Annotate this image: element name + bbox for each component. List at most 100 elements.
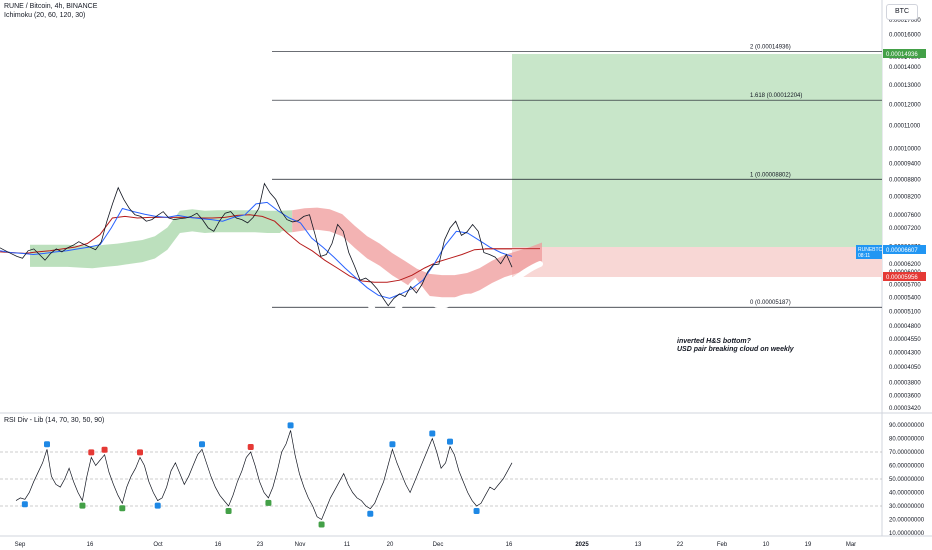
price-tick-label: 0.00008200 — [889, 194, 921, 200]
annotation-line-2: USD pair breaking cloud on weekly — [677, 346, 794, 353]
price-tick-label: 0.00004800 — [889, 324, 921, 330]
stop-price-value: 0.00005956 — [886, 275, 918, 281]
time-tick-label: 2025 — [575, 542, 589, 548]
time-tick-label: 16 — [215, 542, 222, 548]
time-tick-label: 20 — [387, 542, 394, 548]
rsi-divergence-marker[interactable] — [225, 508, 232, 514]
price-tick-label: 0.00003800 — [889, 381, 921, 387]
target-price-tag — [883, 49, 926, 58]
price-series — [0, 182, 540, 307]
rsi-divergence-marker[interactable] — [79, 502, 86, 509]
price-tick-label: 0.00013000 — [889, 83, 921, 89]
cloud-segment — [292, 207, 542, 298]
kijun-line — [0, 214, 512, 283]
rsi-divergence-marker[interactable] — [287, 422, 294, 429]
rsi-legend[interactable]: RSI Div - Lib (14, 70, 30, 50, 90) — [4, 417, 105, 424]
ticker-tag-time: 08:11 — [858, 253, 870, 259]
time-tick-label: 19 — [805, 542, 812, 548]
ichimoku-legend[interactable]: Ichimoku (20, 60, 120, 30) — [4, 12, 86, 19]
rsi-divergence-marker[interactable] — [137, 449, 143, 456]
rsi-tick-label: 30.00000000 — [889, 504, 925, 510]
price-tick-label: 0.00008800 — [889, 177, 921, 183]
time-tick-label: Dec — [433, 542, 444, 548]
hs-pattern-stroke[interactable] — [280, 231, 543, 324]
price-tick-label: 0.00006200 — [889, 262, 921, 268]
rsi-pane[interactable] — [0, 414, 882, 536]
price-tick-label: 0.00014000 — [889, 65, 921, 71]
rsi-tick-label: 50.00000000 — [889, 477, 925, 483]
price-tick-label: 0.00004300 — [889, 351, 921, 357]
price-tick-label: 0.00003420 — [889, 406, 921, 412]
ichimoku-cloud — [30, 207, 542, 298]
last-price-value: 0.00006607 — [886, 248, 918, 254]
time-tick-label: 16 — [87, 542, 94, 548]
currency-button[interactable]: BTC — [886, 4, 918, 20]
time-tick-label: 22 — [677, 542, 684, 548]
cloud-segment — [30, 209, 293, 269]
price-tick-label: 0.00007200 — [889, 226, 921, 232]
time-tick-label: 23 — [257, 542, 264, 548]
rsi-divergence-marker[interactable] — [473, 508, 480, 514]
rsi-tick-label: 20.00000000 — [889, 518, 925, 524]
rsi-divergence-marker[interactable] — [367, 510, 374, 517]
price-tick-label: 0.00012000 — [889, 102, 921, 108]
fib-level-label: 1 (0.00008802) — [750, 172, 791, 178]
price-tick-label: 0.00003600 — [889, 394, 921, 400]
rsi-divergence-marker[interactable] — [88, 449, 95, 456]
rsi-divergence-marker[interactable] — [389, 441, 396, 448]
rsi-divergence-marker[interactable] — [318, 521, 325, 528]
rsi-tick-label: 90.00000000 — [889, 423, 925, 429]
price-tick-label: 0.00011000 — [889, 123, 921, 129]
rsi-divergence-marker[interactable] — [447, 438, 453, 445]
time-tick-label: 13 — [635, 542, 642, 548]
time-tick-label: 11 — [344, 542, 351, 548]
price-tick-label: 0.00004550 — [889, 337, 921, 343]
price-tick-label: 0.00005400 — [889, 295, 921, 301]
rsi-tick-label: 40.00000000 — [889, 491, 925, 497]
time-tick-label: Oct — [153, 542, 163, 548]
rsi-divergence-marker[interactable] — [265, 499, 272, 506]
price-tick-label: 0.00016000 — [889, 33, 921, 39]
rsi-divergence-marker[interactable] — [247, 444, 254, 450]
rsi-indicator — [0, 422, 882, 528]
rsi-tick-label: 80.00000000 — [889, 437, 925, 443]
price-tick-label: 0.00017000 — [889, 18, 921, 24]
hs-pattern-drawing[interactable] — [280, 231, 543, 324]
rsi-divergence-marker[interactable] — [101, 446, 108, 453]
stop-price-tag — [883, 272, 926, 281]
rsi-tick-label: 10.00000000 — [889, 531, 925, 537]
rsi-tick-label: 70.00000000 — [889, 450, 925, 456]
time-tick-label: 10 — [763, 542, 770, 548]
rsi-line — [15, 430, 513, 521]
rsi-tick-label: 60.00000000 — [889, 464, 925, 470]
rsi-divergence-marker[interactable] — [429, 430, 436, 437]
rsi-divergence-marker[interactable] — [199, 441, 205, 448]
rsi-divergence-marker[interactable] — [119, 505, 126, 512]
long-position-stop-zone[interactable] — [512, 247, 882, 277]
rsi-divergence-marker[interactable] — [44, 441, 50, 448]
symbol-legend[interactable]: RUNE / Bitcoin, 4h, BINANCE — [4, 3, 98, 10]
price-line — [0, 182, 513, 307]
time-tick-label: Feb — [717, 542, 728, 548]
price-tick-label: 0.00005100 — [889, 309, 921, 315]
fib-level-label: 0 (0.00005187) — [750, 300, 791, 306]
time-tick-label: Nov — [295, 542, 306, 548]
price-tick-label: 0.00005700 — [889, 282, 921, 288]
long-position-target-zone[interactable] — [512, 54, 882, 247]
rsi-divergence-marker[interactable] — [154, 502, 161, 509]
fib-level-label: 2 (0.00014936) — [750, 44, 791, 50]
axes: 0.000170000.000160000.000146000.00014000… — [15, 18, 925, 548]
ticker-tag-label: RUNEBTC — [858, 247, 883, 253]
price-tick-label: 0.00010000 — [889, 146, 921, 152]
ticker-tag — [856, 245, 882, 259]
time-tick-label: Mar — [846, 542, 856, 548]
time-tick-label: Sep — [15, 542, 26, 548]
fibonacci-extension[interactable]: 0 (0.00005187) 1 (0.00008802) 1.618 (0.000… — [272, 44, 882, 308]
last-price-tag — [883, 245, 926, 254]
fib-level-label: 1.618 (0.00012204) — [750, 93, 802, 99]
price-tick-label: 0.00009400 — [889, 161, 921, 167]
price-tick-label: 0.00007600 — [889, 213, 921, 219]
annotation-line-1: inverted H&S bottom? — [677, 338, 751, 345]
rsi-divergence-marker[interactable] — [21, 501, 28, 508]
